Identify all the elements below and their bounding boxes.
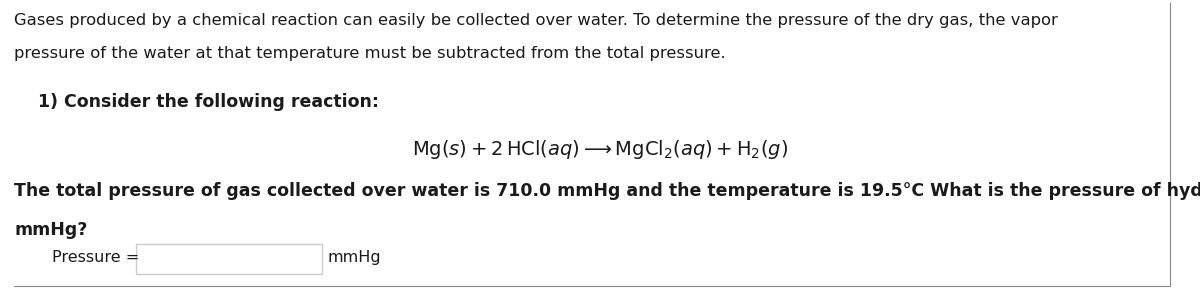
Text: pressure of the water at that temperature must be subtracted from the total pres: pressure of the water at that temperatur… bbox=[14, 46, 726, 61]
Text: Pressure =: Pressure = bbox=[52, 250, 139, 265]
Text: $\mathrm{Mg}(s) + 2\,\mathrm{HCl}(aq) \longrightarrow \mathrm{MgCl_2}(aq) + \mat: $\mathrm{Mg}(s) + 2\,\mathrm{HCl}(aq) \l… bbox=[412, 138, 788, 161]
Text: 1) Consider the following reaction:: 1) Consider the following reaction: bbox=[38, 93, 379, 111]
Text: mmHg: mmHg bbox=[328, 250, 382, 265]
Text: The total pressure of gas collected over water is 710.0 mmHg and the temperature: The total pressure of gas collected over… bbox=[14, 182, 1200, 200]
Text: Gases produced by a chemical reaction can easily be collected over water. To det: Gases produced by a chemical reaction ca… bbox=[14, 13, 1058, 28]
Text: mmHg?: mmHg? bbox=[14, 221, 88, 239]
